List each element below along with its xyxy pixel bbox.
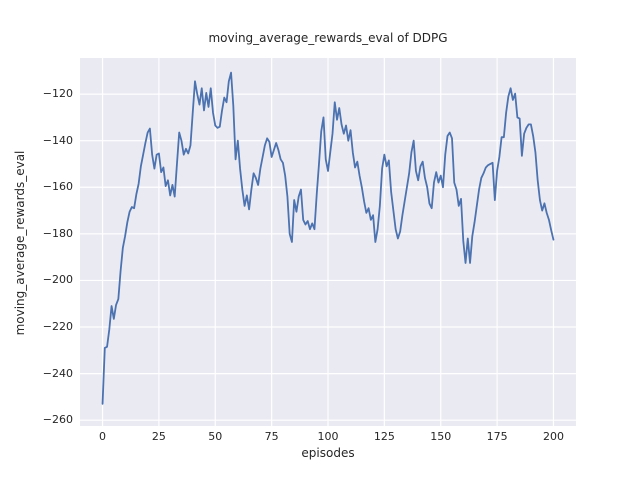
y-tick-label: −240 xyxy=(42,366,73,380)
y-tick-label: −180 xyxy=(42,226,73,240)
x-tick-label: 50 xyxy=(208,430,223,443)
x-tick-label: 175 xyxy=(486,430,508,443)
chart-title: moving_average_rewards_eval of DDPG xyxy=(208,31,448,45)
y-tick-label: −200 xyxy=(42,273,73,287)
x-tick-label: 25 xyxy=(151,430,166,443)
y-tick-label: −140 xyxy=(42,133,73,147)
x-tick-label: 0 xyxy=(99,430,107,443)
data-line xyxy=(101,71,555,405)
x-tick-label: 125 xyxy=(373,430,395,443)
y-tick-label: −120 xyxy=(42,87,73,101)
y-tick-label: −260 xyxy=(42,413,73,427)
x-axis-label: episodes xyxy=(301,446,355,460)
x-tick-label: 75 xyxy=(264,430,279,443)
x-tick-label: 150 xyxy=(430,430,452,443)
y-axis-label: moving_average_rewards_eval xyxy=(13,150,27,336)
x-tick-label: 100 xyxy=(317,430,339,443)
x-tick-label: 200 xyxy=(542,430,564,443)
y-tick-label: −160 xyxy=(42,180,73,194)
y-tick-label: −220 xyxy=(42,320,73,333)
